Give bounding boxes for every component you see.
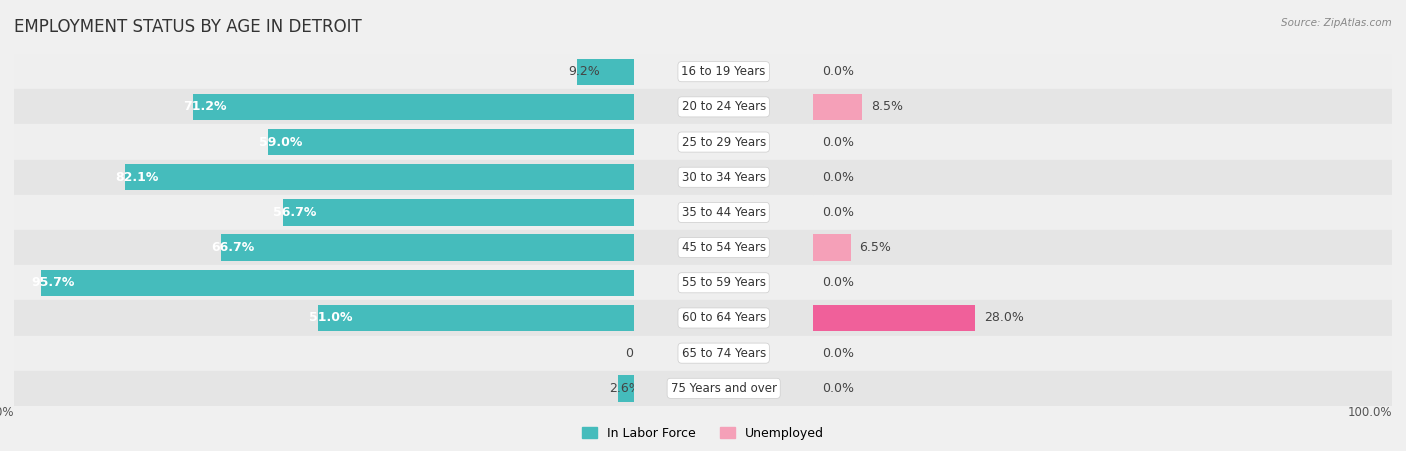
Text: 30 to 34 Years: 30 to 34 Years bbox=[682, 171, 766, 184]
Text: 16 to 19 Years: 16 to 19 Years bbox=[682, 65, 766, 78]
Text: 0.0%: 0.0% bbox=[823, 206, 853, 219]
Bar bbox=[813, 235, 851, 261]
Bar bbox=[813, 195, 1392, 230]
Text: 9.2%: 9.2% bbox=[568, 65, 599, 78]
Bar bbox=[14, 89, 634, 124]
Bar bbox=[125, 164, 634, 190]
Text: 0.0%: 0.0% bbox=[823, 65, 853, 78]
Bar bbox=[269, 129, 634, 155]
Bar bbox=[41, 270, 634, 296]
Text: 82.1%: 82.1% bbox=[115, 171, 159, 184]
Text: 20 to 24 Years: 20 to 24 Years bbox=[682, 101, 766, 113]
Text: 0.0%: 0.0% bbox=[823, 171, 853, 184]
Bar bbox=[634, 265, 813, 300]
Bar bbox=[14, 160, 634, 195]
Bar bbox=[813, 305, 976, 331]
Bar bbox=[14, 265, 634, 300]
Text: 65 to 74 Years: 65 to 74 Years bbox=[682, 347, 766, 359]
Bar bbox=[14, 230, 634, 265]
Text: 28.0%: 28.0% bbox=[984, 312, 1024, 324]
Text: 66.7%: 66.7% bbox=[211, 241, 254, 254]
Text: 8.5%: 8.5% bbox=[872, 101, 903, 113]
Legend: In Labor Force, Unemployed: In Labor Force, Unemployed bbox=[576, 422, 830, 445]
Bar bbox=[634, 371, 813, 406]
Bar bbox=[813, 124, 1392, 160]
Bar bbox=[14, 195, 634, 230]
Bar bbox=[813, 300, 1392, 336]
Text: 71.2%: 71.2% bbox=[183, 101, 226, 113]
Text: 25 to 29 Years: 25 to 29 Years bbox=[682, 136, 766, 148]
Bar bbox=[634, 54, 813, 89]
Text: 0.0%: 0.0% bbox=[823, 136, 853, 148]
Bar bbox=[14, 54, 634, 89]
Text: 51.0%: 51.0% bbox=[308, 312, 352, 324]
Bar bbox=[813, 89, 1392, 124]
Text: 56.7%: 56.7% bbox=[273, 206, 316, 219]
Bar bbox=[813, 230, 1392, 265]
Bar bbox=[14, 336, 634, 371]
Text: 55 to 59 Years: 55 to 59 Years bbox=[682, 276, 766, 289]
Bar bbox=[634, 160, 813, 195]
Bar bbox=[813, 94, 862, 120]
Text: 2.6%: 2.6% bbox=[609, 382, 641, 395]
Text: 45 to 54 Years: 45 to 54 Years bbox=[682, 241, 766, 254]
Bar bbox=[634, 300, 813, 336]
Text: 35 to 44 Years: 35 to 44 Years bbox=[682, 206, 766, 219]
Text: 75 Years and over: 75 Years and over bbox=[671, 382, 776, 395]
Text: 59.0%: 59.0% bbox=[259, 136, 302, 148]
Bar bbox=[193, 94, 634, 120]
Bar bbox=[634, 195, 813, 230]
Text: 0.0%: 0.0% bbox=[624, 347, 657, 359]
Text: 100.0%: 100.0% bbox=[1347, 406, 1392, 419]
Text: 0.0%: 0.0% bbox=[823, 382, 853, 395]
Bar bbox=[221, 235, 634, 261]
Bar bbox=[634, 89, 813, 124]
Text: 6.5%: 6.5% bbox=[859, 241, 891, 254]
Text: Source: ZipAtlas.com: Source: ZipAtlas.com bbox=[1281, 18, 1392, 28]
Bar bbox=[634, 124, 813, 160]
Bar bbox=[813, 160, 1392, 195]
Text: 95.7%: 95.7% bbox=[31, 276, 75, 289]
Text: 0.0%: 0.0% bbox=[823, 347, 853, 359]
Bar bbox=[813, 265, 1392, 300]
Bar bbox=[813, 54, 1392, 89]
Bar bbox=[634, 230, 813, 265]
Text: 0.0%: 0.0% bbox=[823, 276, 853, 289]
Bar bbox=[14, 371, 634, 406]
Bar bbox=[576, 59, 634, 85]
Bar bbox=[283, 199, 634, 226]
Bar bbox=[634, 336, 813, 371]
Bar bbox=[813, 336, 1392, 371]
Bar bbox=[14, 300, 634, 336]
Bar bbox=[318, 305, 634, 331]
Bar bbox=[813, 371, 1392, 406]
Bar bbox=[14, 124, 634, 160]
Text: 60 to 64 Years: 60 to 64 Years bbox=[682, 312, 766, 324]
Bar bbox=[619, 375, 634, 401]
Text: EMPLOYMENT STATUS BY AGE IN DETROIT: EMPLOYMENT STATUS BY AGE IN DETROIT bbox=[14, 18, 361, 36]
Text: 100.0%: 100.0% bbox=[0, 406, 14, 419]
